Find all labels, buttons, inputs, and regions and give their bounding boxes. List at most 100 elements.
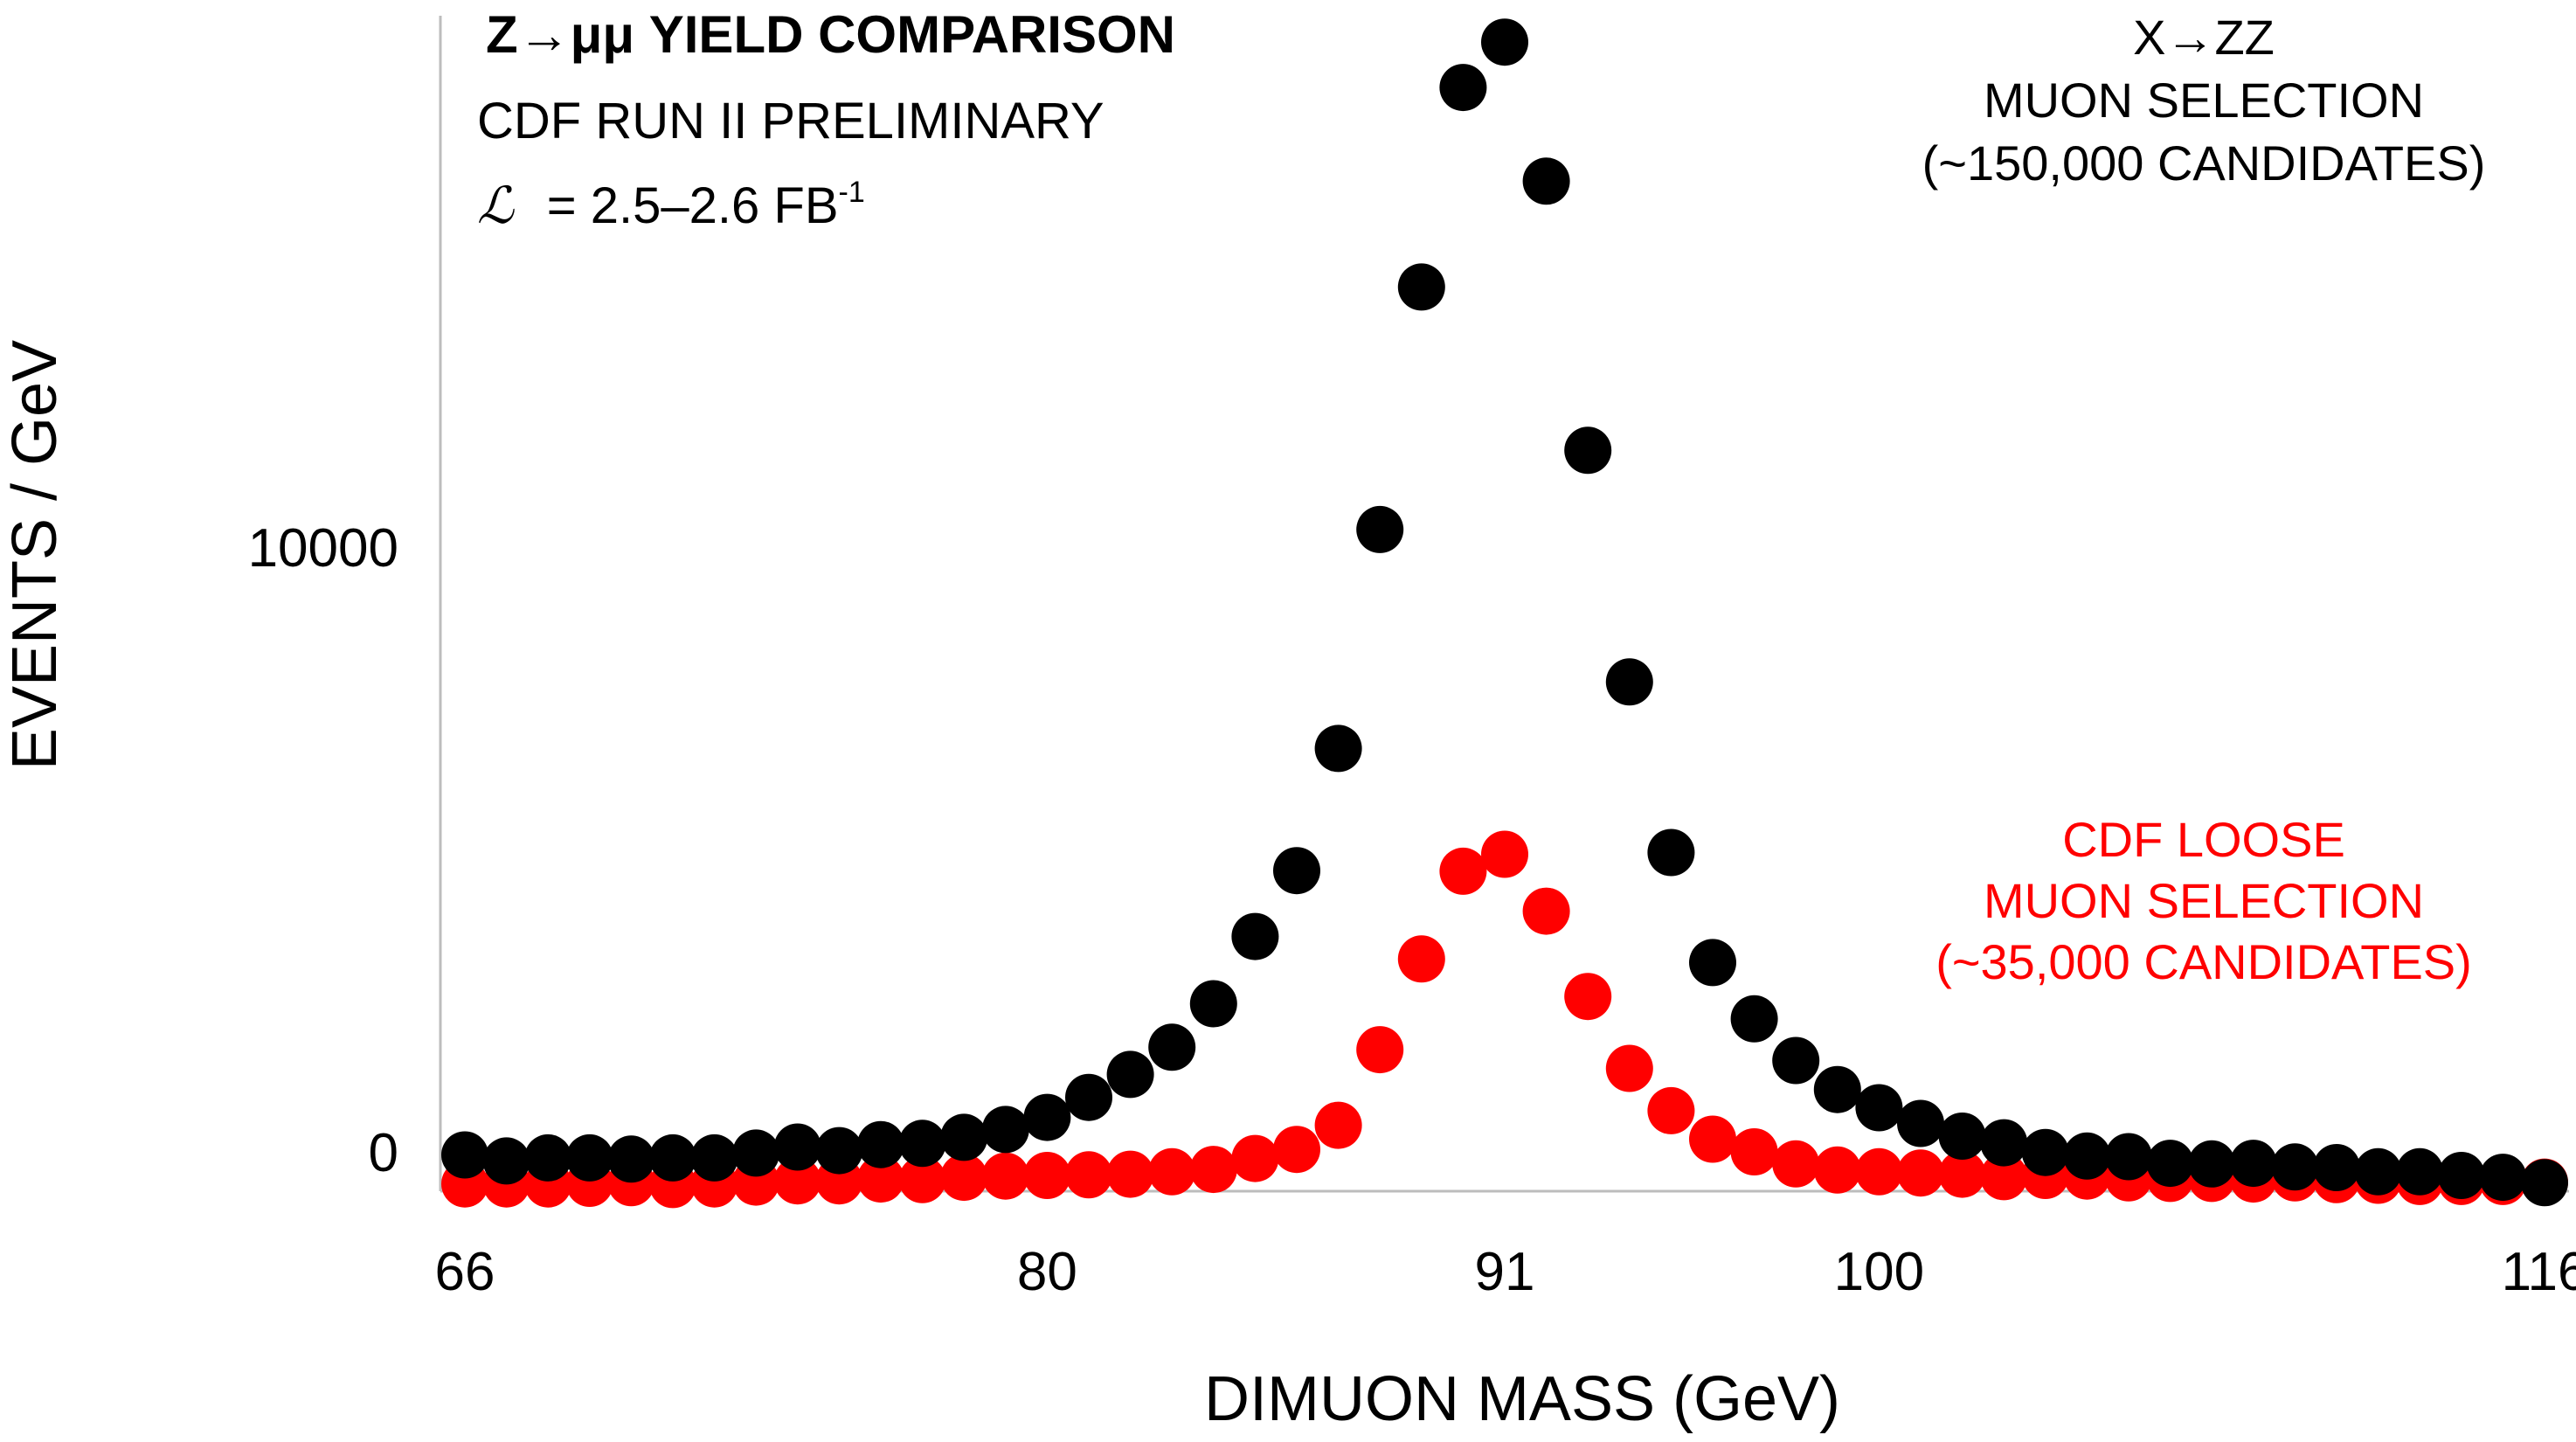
point-xzz-96: [1689, 939, 1736, 987]
point-xzz-103: [1980, 1119, 2028, 1167]
point-cdf-85: [1231, 1134, 1279, 1182]
point-xzz-105: [2063, 1132, 2111, 1180]
point-xzz-94: [1605, 658, 1653, 706]
point-xzz-95: [1647, 828, 1695, 877]
point-xzz-66: [441, 1131, 488, 1179]
x-axis-label: DIMUON MASS (GeV): [1204, 1364, 1840, 1434]
point-cdf-80: [1023, 1152, 1071, 1199]
point-cdf-89: [1397, 935, 1445, 983]
legend-xzz-line-2: MUON SELECTION: [1984, 73, 2424, 128]
point-cdf-103: [1980, 1153, 2028, 1201]
point-cdf-78: [940, 1154, 988, 1202]
point-xzz-85: [1231, 912, 1279, 960]
y-tick-label-0: 0: [369, 1123, 398, 1183]
point-cdf-81: [1065, 1151, 1112, 1199]
series-xzz-points: [441, 18, 2568, 1207]
point-xzz-81: [1065, 1073, 1112, 1121]
point-xzz-84: [1189, 980, 1237, 1028]
legend-xzz-line-1: X→ZZ: [2133, 10, 2275, 65]
point-xzz-109: [2229, 1140, 2277, 1188]
point-xzz-69: [565, 1133, 613, 1182]
point-cdf-77: [898, 1155, 946, 1203]
point-cdf-93: [1564, 973, 1612, 1021]
point-xzz-83: [1148, 1023, 1196, 1071]
point-cdf-100: [1855, 1147, 1903, 1196]
x-tick-label-66: 66: [435, 1242, 495, 1302]
point-xzz-102: [1938, 1113, 1986, 1160]
point-xzz-115: [2479, 1154, 2527, 1202]
point-xzz-91: [1481, 18, 1528, 66]
y-tick-labels: 0 10000: [248, 518, 398, 1183]
point-xzz-97: [1730, 995, 1778, 1043]
point-xzz-76: [857, 1120, 904, 1168]
point-xzz-71: [649, 1133, 696, 1182]
point-xzz-88: [1356, 505, 1404, 553]
point-cdf-101: [1897, 1149, 1944, 1197]
point-xzz-93: [1564, 426, 1612, 475]
point-cdf-88: [1356, 1026, 1404, 1074]
point-xzz-77: [898, 1120, 946, 1168]
point-xzz-67: [482, 1137, 530, 1185]
legend-cdf-line-3: (~35,000 CANDIDATES): [1935, 934, 2472, 989]
point-xzz-100: [1855, 1084, 1903, 1132]
point-cdf-98: [1772, 1140, 1820, 1188]
point-xzz-87: [1314, 724, 1362, 773]
point-cdf-96: [1689, 1115, 1736, 1163]
point-xzz-111: [2313, 1144, 2360, 1191]
point-cdf-94: [1605, 1044, 1653, 1092]
x-tick-label-80: 80: [1017, 1242, 1077, 1302]
luminosity-symbol: ℒ: [477, 176, 515, 235]
point-cdf-102: [1938, 1150, 1986, 1198]
y-tick-label-10000: 10000: [248, 518, 398, 579]
point-xzz-78: [940, 1113, 988, 1161]
point-xzz-101: [1897, 1099, 1944, 1147]
chart-subtitle: CDF RUN II PRELIMINARY: [477, 93, 1104, 149]
point-cdf-99: [1813, 1146, 1861, 1194]
point-cdf-82: [1106, 1150, 1154, 1198]
point-xzz-70: [607, 1135, 655, 1183]
point-xzz-82: [1106, 1050, 1154, 1099]
point-xzz-114: [2437, 1152, 2485, 1199]
x-tick-label-116: 116: [2502, 1242, 2576, 1302]
point-xzz-112: [2354, 1147, 2402, 1196]
point-cdf-92: [1522, 887, 1570, 935]
luminosity-label: ℒ = 2.5–2.6 FB-1: [477, 176, 865, 235]
legend-xzz: X→ZZ MUON SELECTION (~150,000 CANDIDATES…: [1922, 10, 2486, 191]
point-xzz-74: [773, 1123, 821, 1171]
legend-xzz-line-3: (~150,000 CANDIDATES): [1922, 135, 2486, 191]
point-xzz-98: [1772, 1036, 1820, 1085]
luminosity-superscript: -1: [839, 176, 865, 209]
point-xzz-104: [2021, 1128, 2069, 1176]
point-cdf-83: [1148, 1147, 1196, 1196]
point-xzz-80: [1023, 1093, 1071, 1141]
point-xzz-68: [524, 1133, 572, 1182]
point-cdf-76: [857, 1155, 904, 1203]
point-cdf-90: [1439, 847, 1487, 895]
point-xzz-90: [1439, 64, 1487, 112]
point-xzz-73: [732, 1129, 780, 1177]
point-xzz-75: [815, 1127, 863, 1175]
point-xzz-89: [1397, 263, 1445, 311]
point-xzz-92: [1522, 157, 1570, 205]
x-tick-label-100: 100: [1834, 1242, 1924, 1302]
point-cdf-87: [1314, 1101, 1362, 1149]
point-xzz-116: [2521, 1159, 2568, 1207]
point-cdf-74: [773, 1157, 821, 1205]
legend-cdf-line-1: CDF LOOSE: [2062, 812, 2345, 867]
point-xzz-99: [1813, 1065, 1861, 1113]
point-cdf-84: [1189, 1146, 1237, 1194]
chart-title: Z→μμ YIELD COMPARISON: [486, 5, 1175, 64]
point-xzz-113: [2396, 1147, 2444, 1196]
x-tick-labels: 66 80 91 100 116: [435, 1242, 2576, 1302]
point-xzz-79: [981, 1106, 1029, 1154]
point-cdf-86: [1273, 1126, 1320, 1174]
point-cdf-97: [1730, 1128, 1778, 1175]
point-xzz-72: [690, 1133, 738, 1182]
point-cdf-95: [1647, 1086, 1695, 1134]
y-axis-label: EVENTS / GeV: [0, 340, 70, 770]
legend-cdf: CDF LOOSE MUON SELECTION (~35,000 CANDID…: [1935, 812, 2472, 989]
luminosity-value: = 2.5–2.6 FB: [547, 177, 839, 234]
point-xzz-107: [2146, 1140, 2194, 1188]
point-cdf-79: [981, 1152, 1029, 1200]
